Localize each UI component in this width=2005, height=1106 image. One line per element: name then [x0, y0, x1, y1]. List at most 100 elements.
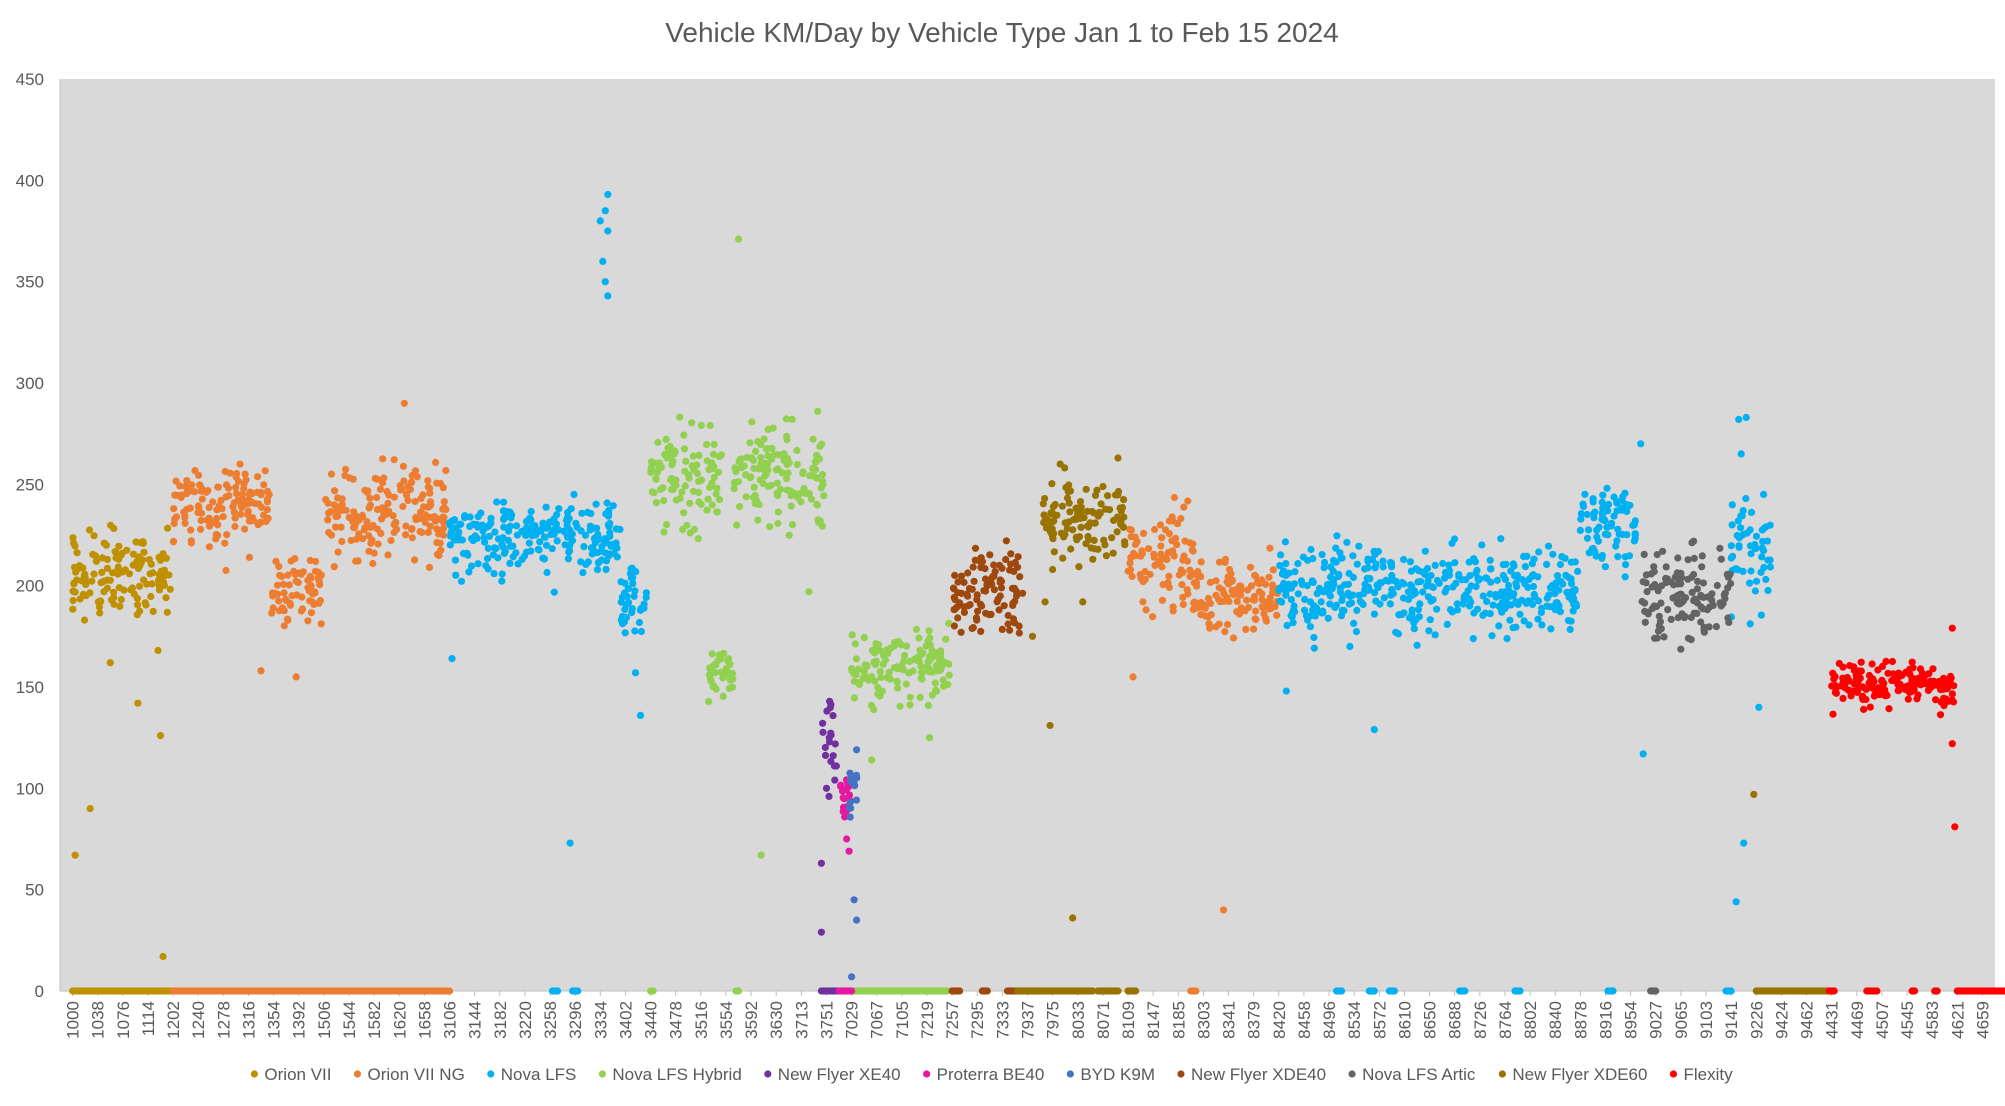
data-point: [703, 440, 711, 449]
data-point: [416, 528, 424, 536]
data-point: [704, 495, 712, 503]
data-point: [381, 511, 389, 519]
data-point: [550, 526, 558, 534]
data-point: [730, 485, 738, 493]
data-point: [983, 987, 991, 995]
data-point: [426, 489, 434, 497]
data-point: [1565, 573, 1573, 582]
data-point: [1441, 588, 1449, 596]
data-point: [937, 647, 945, 655]
data-point: [1439, 559, 1447, 568]
data-point: [69, 534, 77, 542]
data-point: [508, 511, 516, 519]
data-point: [1097, 500, 1105, 508]
data-point: [931, 679, 939, 687]
data-point: [564, 555, 573, 563]
data-point: [352, 557, 360, 565]
data-point: [312, 557, 320, 566]
data-point: [424, 477, 432, 485]
data-point: [170, 519, 178, 528]
data-point: [166, 585, 174, 593]
data-point: [86, 805, 94, 813]
data-point: [1120, 496, 1128, 504]
data-point: [373, 493, 381, 502]
data-point: [1577, 515, 1585, 523]
data-point: [1725, 618, 1733, 627]
data-point: [1521, 563, 1529, 571]
data-point: [1276, 562, 1284, 570]
data-point: [1690, 554, 1698, 563]
data-point: [1004, 611, 1012, 620]
data-point: [342, 465, 350, 473]
data-point: [548, 545, 556, 553]
data-point: [1355, 542, 1363, 550]
data-point: [689, 487, 698, 495]
data-point: [1309, 555, 1317, 563]
data-point: [1294, 590, 1302, 598]
data-point: [186, 504, 194, 512]
data-point: [1868, 660, 1876, 668]
x-tick-label: 1506: [315, 1001, 334, 1039]
data-point: [542, 503, 550, 511]
data-point: [1746, 620, 1754, 628]
data-point: [136, 539, 145, 547]
data-point: [527, 507, 535, 516]
data-point: [1308, 577, 1316, 585]
data-point: [960, 603, 968, 611]
data-point: [874, 684, 882, 692]
data-point: [1066, 508, 1074, 516]
data-point: [1724, 584, 1732, 592]
data-point: [642, 593, 650, 602]
data-point: [1567, 558, 1575, 566]
data-point: [1577, 510, 1585, 518]
data-point: [1149, 613, 1157, 621]
data-point: [1304, 616, 1312, 624]
data-point: [972, 614, 981, 622]
data-point: [1614, 525, 1622, 533]
data-point: [589, 544, 597, 552]
data-point: [157, 567, 165, 575]
data-point: [969, 563, 977, 571]
data-point: [1050, 548, 1058, 556]
x-tick-label: 1392: [290, 1001, 309, 1039]
data-point: [241, 525, 249, 533]
data-point: [1099, 482, 1107, 491]
x-tick-label: 3592: [742, 1001, 761, 1039]
data-point: [467, 562, 476, 570]
data-point: [913, 654, 922, 662]
data-point: [1828, 682, 1836, 690]
data-point: [1395, 611, 1403, 619]
data-point: [1478, 541, 1486, 549]
data-point: [666, 442, 674, 450]
x-tick-label: 8534: [1345, 1001, 1364, 1039]
legend-label: New Flyer XE40: [778, 1065, 901, 1084]
data-point: [1159, 581, 1167, 589]
data-point: [197, 516, 205, 525]
data-point: [622, 600, 631, 609]
data-point: [373, 505, 382, 514]
data-point: [754, 438, 762, 446]
data-point: [1762, 575, 1770, 584]
data-point: [1399, 594, 1408, 602]
data-point: [154, 646, 162, 655]
x-tick-label: 8954: [1622, 1001, 1641, 1039]
data-point: [97, 579, 105, 587]
data-point: [198, 487, 206, 495]
data-point: [1857, 658, 1865, 666]
data-point: [1309, 606, 1317, 614]
data-point: [1079, 598, 1087, 606]
data-point: [156, 732, 165, 740]
data-point: [561, 541, 569, 549]
data-point: [1183, 557, 1191, 565]
data-point: [260, 481, 268, 489]
data-point: [672, 496, 680, 504]
data-point: [114, 563, 122, 571]
data-point: [1141, 568, 1149, 576]
y-tick-label: 100: [16, 779, 44, 798]
data-point: [1150, 550, 1158, 558]
data-point: [1917, 681, 1925, 689]
data-point: [1332, 601, 1340, 609]
data-point: [971, 544, 980, 552]
data-point: [750, 483, 758, 491]
data-point: [500, 498, 508, 506]
